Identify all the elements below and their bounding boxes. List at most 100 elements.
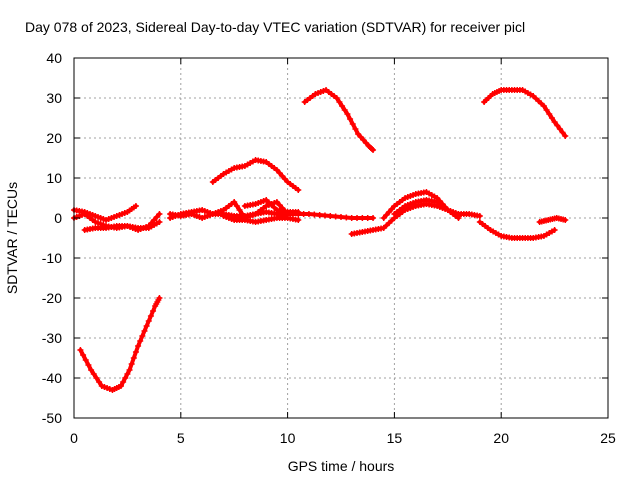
data-point — [336, 99, 343, 105]
data-point — [551, 119, 558, 125]
data-point — [85, 362, 92, 368]
data-point — [130, 355, 137, 361]
data-point — [135, 343, 142, 349]
data-point — [341, 107, 348, 113]
data-point — [124, 371, 131, 377]
y-tick-label: -10 — [42, 250, 62, 266]
data-point — [239, 211, 246, 217]
data-point — [343, 214, 350, 221]
data-point — [548, 115, 555, 121]
data-point — [295, 217, 302, 223]
y-tick-label: -50 — [42, 410, 62, 426]
data-point — [137, 338, 144, 344]
data-point — [554, 122, 561, 129]
series-track-f — [167, 199, 291, 221]
data-point — [126, 367, 133, 373]
data-point — [327, 213, 334, 219]
series-track-j — [301, 87, 377, 153]
data-point — [300, 211, 307, 217]
data-point — [117, 383, 124, 389]
data-point — [128, 361, 135, 367]
ticks: 0 5 10 15 20 25 -50 -40 -30 -20 -10 0 10 20 30 40 — [42, 50, 616, 446]
y-tick-label: -40 — [42, 370, 62, 386]
data-point — [93, 375, 100, 381]
data-point — [559, 129, 566, 136]
series-track-h — [241, 197, 302, 215]
series-track-o — [481, 87, 569, 139]
data-point — [370, 215, 377, 221]
data-point — [132, 349, 139, 355]
y-tick-label: 30 — [46, 90, 62, 106]
y-axis-title: SDTVAR / TECUs — [4, 182, 20, 294]
data-point — [370, 147, 377, 153]
x-tick-label: 15 — [387, 430, 403, 446]
data-point — [88, 367, 95, 373]
data-point — [141, 328, 148, 334]
data-point — [231, 199, 238, 205]
data-point — [364, 215, 371, 221]
data-point — [96, 379, 103, 385]
plot-frame — [73, 57, 609, 419]
data-point — [295, 187, 302, 193]
data-point — [156, 219, 163, 225]
data-point — [368, 146, 375, 152]
series-track-b — [71, 203, 139, 223]
x-tick-label: 5 — [177, 430, 185, 446]
series-track-i — [209, 157, 302, 193]
series-track-g — [220, 213, 302, 225]
x-tick-label: 0 — [70, 430, 78, 446]
x-tick-label: 10 — [280, 430, 296, 446]
data-point — [295, 209, 302, 215]
data-series — [71, 87, 569, 393]
data-point — [551, 227, 558, 233]
data-point — [543, 107, 550, 113]
data-point — [348, 215, 355, 221]
data-point — [233, 203, 240, 209]
x-tick-label: 20 — [493, 430, 509, 446]
data-point — [338, 214, 344, 220]
data-point — [305, 211, 312, 217]
series-line — [482, 88, 568, 138]
y-tick-label: 0 — [54, 210, 62, 226]
x-axis-title: GPS time / hours — [288, 458, 395, 474]
grid — [74, 58, 608, 418]
data-point — [455, 213, 462, 219]
data-point — [316, 212, 323, 218]
series-track-n — [476, 219, 558, 241]
data-point — [122, 375, 129, 381]
series-track-d — [81, 219, 163, 233]
data-point — [139, 333, 146, 339]
data-point — [321, 212, 328, 219]
series-track-p — [536, 215, 569, 225]
data-point — [344, 111, 351, 117]
data-point — [80, 352, 87, 358]
data-point — [333, 95, 340, 101]
data-point — [347, 116, 354, 122]
data-point — [143, 323, 150, 329]
data-point — [546, 111, 553, 117]
data-point — [82, 357, 89, 363]
y-tick-label: 10 — [46, 170, 62, 186]
data-point — [311, 211, 318, 218]
data-point — [120, 379, 127, 385]
data-point — [476, 213, 483, 219]
data-point — [562, 133, 569, 139]
data-point — [562, 217, 569, 223]
y-tick-label: -20 — [42, 290, 62, 306]
series-line — [78, 296, 162, 392]
data-point — [156, 211, 163, 217]
series-track-m — [391, 197, 462, 219]
data-point — [150, 308, 157, 314]
data-point — [354, 215, 361, 221]
y-tick-label: 20 — [46, 130, 62, 146]
series-track-a — [77, 295, 163, 393]
data-point — [90, 371, 97, 377]
data-point — [332, 213, 339, 220]
data-point — [147, 313, 154, 319]
data-point — [132, 203, 139, 209]
chart-title: Day 078 of 2023, Sidereal Day-to-day VTE… — [25, 19, 525, 35]
y-tick-label: 40 — [46, 50, 62, 66]
data-point — [236, 207, 243, 213]
y-tick-label: -30 — [42, 330, 62, 346]
